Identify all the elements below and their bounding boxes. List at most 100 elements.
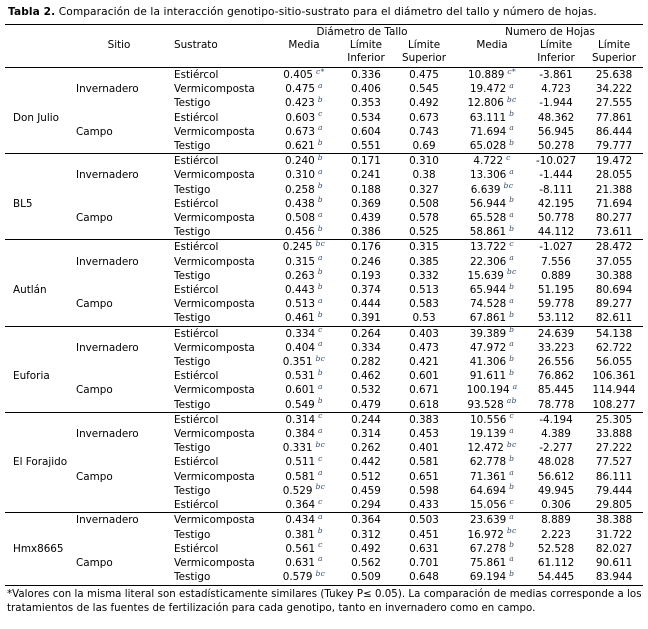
tallo-lim-inf-cell: 0.532 — [351, 384, 381, 397]
tallo-lim-sup-cell: 0.473 — [409, 341, 439, 354]
media-value: 58.861 — [469, 226, 507, 239]
significance-letters: bc — [315, 439, 326, 449]
tallo-lim-inf-cell: 0.246 — [351, 255, 381, 268]
table-row: Campo Vermicomposta 0.513 a 0.444 0.583 74.528… — [5, 295, 643, 311]
substrate-cell: Vermicomposta — [174, 169, 255, 182]
substrate-cell: Estiércol — [174, 413, 219, 426]
significance-letters: b — [317, 281, 323, 291]
tallo-media-cell: 0.381 b — [267, 526, 341, 542]
tallo-media-cell: 0.405 c* — [267, 67, 341, 83]
significance-letters: a — [509, 295, 515, 305]
tallo-lim-sup-cell: 0.332 — [409, 269, 439, 282]
site-cell: Campo — [76, 298, 113, 311]
significance-letters: a — [317, 339, 323, 349]
substrate-cell: Testigo — [174, 571, 211, 584]
tallo-media-cell: 0.475 a — [267, 80, 341, 96]
hojas-lim-inf-cell: 54.445 — [537, 571, 575, 584]
significance-letters: b — [317, 396, 323, 406]
tallo-lim-inf-cell: 0.312 — [351, 528, 381, 541]
tallo-lim-sup-cell: 0.403 — [409, 327, 439, 340]
site-cell — [71, 484, 167, 498]
media-value: 69.194 — [469, 571, 507, 584]
significance-letters: a — [317, 123, 323, 133]
significance-letters: bc — [315, 482, 326, 492]
hojas-lim-inf-cell: 44.112 — [537, 226, 575, 239]
hojas-media-cell: 74.528 a — [457, 295, 527, 311]
table-row: Campo Vermicomposta 0.581 a 0.512 0.651 71.361… — [5, 468, 643, 484]
site-cell — [71, 311, 167, 326]
tallo-lim-sup-cell: 0.648 — [409, 571, 439, 584]
tallo-lim-sup-cell: 0.327 — [409, 183, 439, 196]
tallo-lim-inf-cell: 0.353 — [351, 97, 381, 110]
table-body: Estiércol 0.405 c* 0.336 0.475 10.889 c* -3.861… — [5, 67, 644, 585]
substrate-cell: Vermicomposta — [174, 125, 255, 138]
hojas-lim-inf-cell: -4.194 — [539, 413, 573, 426]
hojas-lim-sup-cell: 19.472 — [595, 155, 633, 168]
site-cell — [71, 111, 167, 125]
tallo-lim-sup-cell: 0.475 — [409, 69, 439, 81]
hojas-lim-inf-cell: 24.639 — [537, 327, 575, 340]
site-cell: Invernadero — [76, 341, 139, 354]
significance-letters: a — [317, 295, 323, 305]
hojas-lim-sup-cell: 106.361 — [592, 370, 636, 383]
tallo-lim-inf-cell: 0.171 — [351, 155, 381, 168]
site-cell — [71, 269, 167, 283]
table-row: El Forajido Estiércol 0.511 c 0.442 0.581 62.7… — [5, 455, 643, 469]
hojas-lim-inf-cell: 48.028 — [537, 456, 575, 469]
site-cell — [71, 96, 167, 110]
media-value: 0.364 — [285, 499, 316, 512]
significance-letters: bc — [315, 353, 326, 363]
footnote-rule — [5, 585, 643, 587]
significance-letters: b — [317, 526, 323, 536]
hojas-lim-sup-cell: 90.611 — [595, 556, 633, 569]
tallo-media-cell: 0.258 b — [267, 182, 341, 197]
significance-letters: b — [509, 309, 515, 319]
hojas-lim-sup-header: Límite Superior — [585, 39, 643, 68]
group-header-hojas: Numero de Hojas — [505, 26, 595, 38]
hojas-lim-sup-cell: 108.277 — [592, 398, 636, 411]
tallo-lim-inf-cell: 0.336 — [351, 69, 381, 81]
tallo-media-cell: 0.334 c — [267, 326, 341, 341]
genotype-cell — [5, 154, 71, 169]
media-value: 10.889 — [468, 69, 505, 81]
tallo-media-cell: 0.331 bc — [267, 441, 341, 455]
media-value: 0.438 — [285, 197, 315, 210]
hojas-lim-sup-cell: 21.388 — [595, 183, 633, 196]
hojas-media-cell: 10.889 c* — [457, 67, 527, 83]
significance-letters: a — [509, 166, 515, 176]
site-cell — [71, 498, 167, 513]
significance-letters: b — [509, 353, 515, 363]
substrate-cell: Testigo — [174, 140, 211, 153]
hojas-lim-sup-cell: 86.111 — [595, 470, 633, 483]
tallo-lim-sup-cell: 0.701 — [409, 556, 439, 569]
tallo-lim-inf-cell: 0.492 — [351, 542, 381, 555]
tallo-lim-inf-cell: 0.369 — [351, 197, 381, 210]
genotype-cell — [5, 125, 71, 139]
significance-letters: a — [509, 468, 515, 478]
genotype-cell — [5, 498, 71, 513]
genotype-cell — [5, 427, 71, 441]
tallo-lim-inf-cell: 0.442 — [351, 456, 381, 469]
hojas-lim-sup-cell: 83.944 — [595, 571, 633, 584]
site-cell — [71, 225, 167, 240]
media-value: 13.722 — [470, 241, 507, 254]
hojas-media-cell: 23.639 a — [457, 513, 527, 528]
title-rule — [5, 24, 643, 25]
substrate-cell: Vermicomposta — [174, 514, 255, 527]
media-value: 75.861 — [469, 556, 507, 569]
tallo-lim-inf-cell: 0.512 — [351, 470, 381, 483]
site-cell: Invernadero — [76, 169, 139, 182]
media-value: 15.056 — [470, 499, 507, 512]
hojas-media-cell: 13.306 a — [457, 168, 527, 182]
site-cell — [71, 528, 167, 542]
significance-letters: a — [317, 80, 323, 90]
tallo-lim-sup-cell: 0.38 — [412, 169, 436, 182]
substrate-cell: Estiércol — [174, 284, 219, 297]
hojas-media-cell: 67.278 b — [457, 541, 527, 556]
tallo-lim-inf-cell: 0.406 — [351, 83, 381, 96]
tallo-lim-sup-cell: 0.631 — [409, 542, 439, 555]
tallo-lim-inf-header: Límite Inferior — [341, 39, 391, 68]
significance-letters: c — [318, 411, 323, 421]
significance-letters: b — [317, 137, 323, 147]
hojas-media-cell: 69.194 b — [457, 569, 527, 584]
